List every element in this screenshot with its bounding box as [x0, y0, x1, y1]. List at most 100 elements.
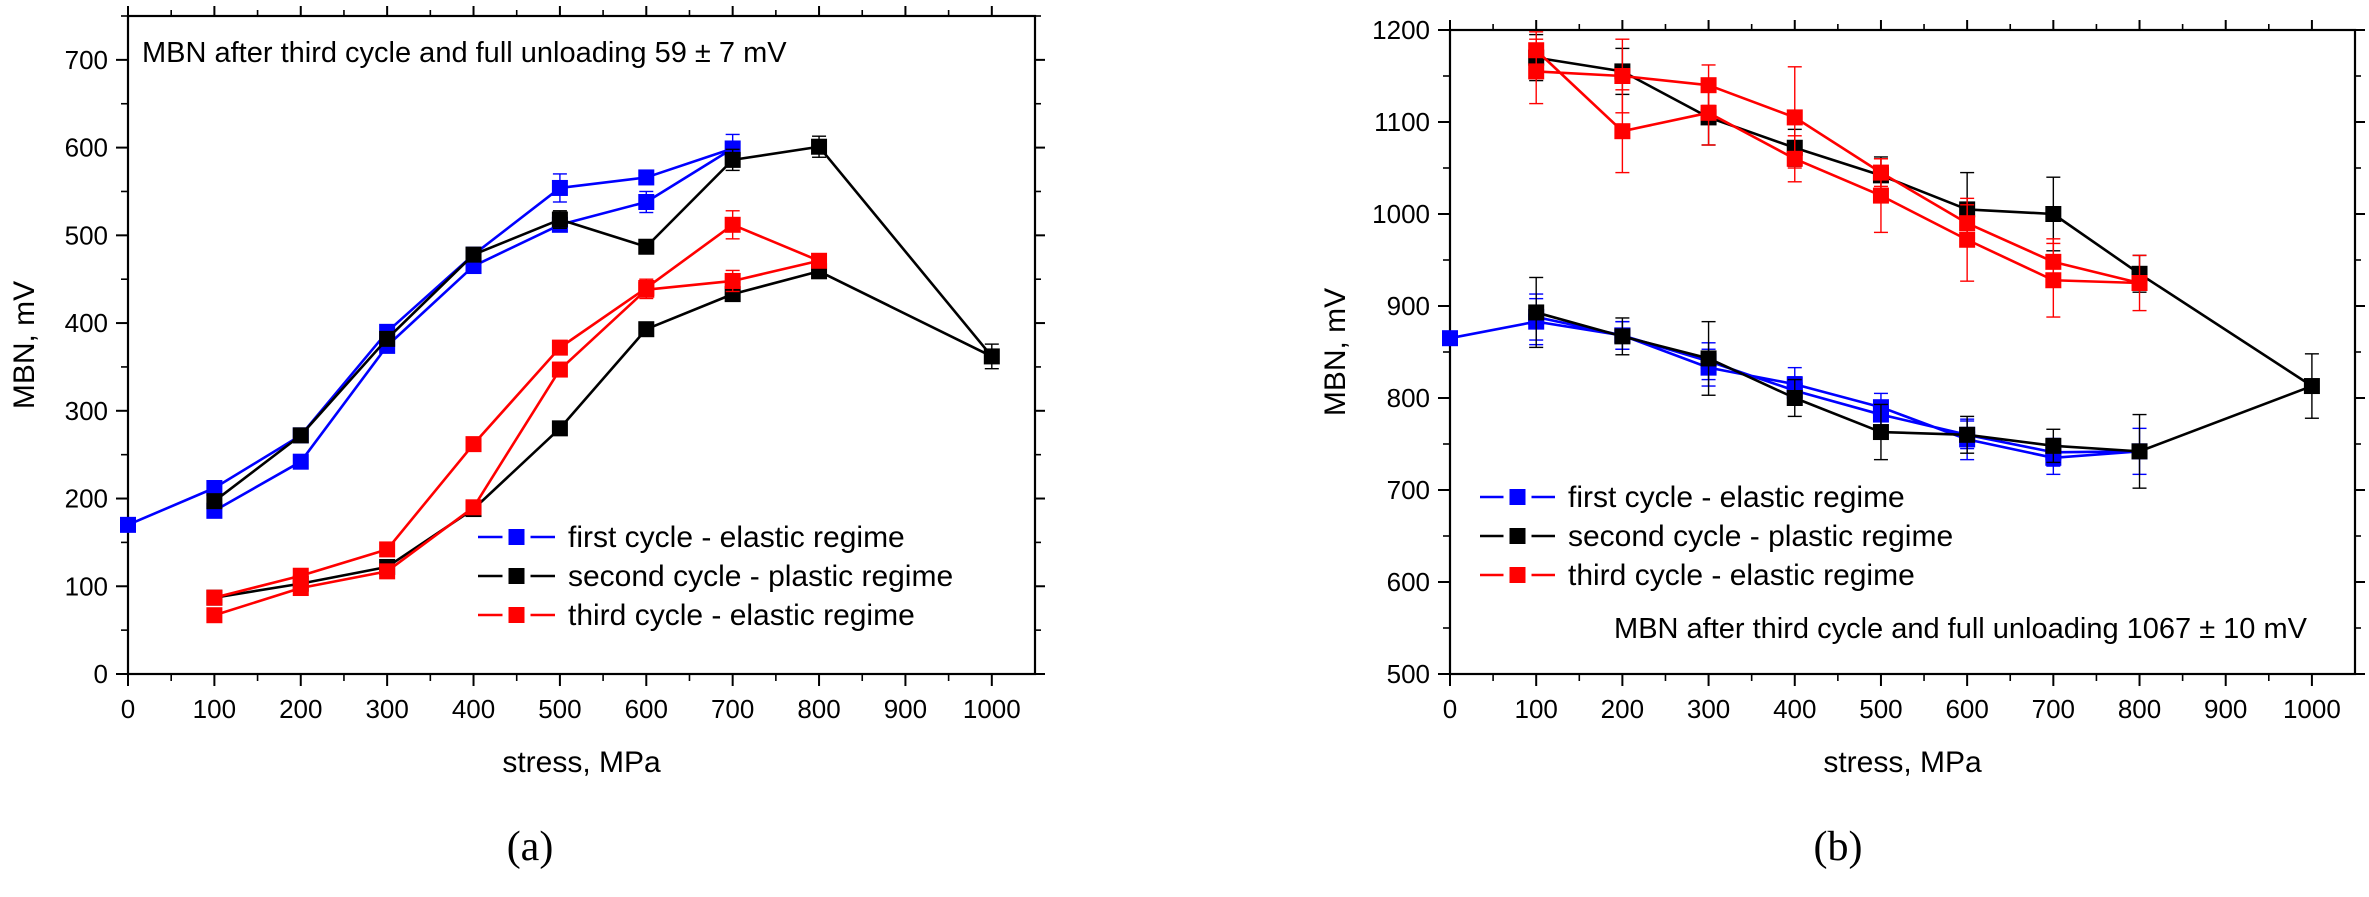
y-tick-label: 800	[1387, 383, 1430, 413]
legend-label: second cycle - plastic regime	[1568, 520, 1953, 553]
data-point	[1614, 328, 1631, 345]
data-point	[206, 589, 223, 606]
data-point	[1959, 231, 1976, 248]
x-tick-label: 600	[625, 694, 668, 724]
y-tick-label: 700	[1387, 475, 1430, 505]
x-tick-label: 500	[1859, 694, 1902, 724]
data-point	[638, 238, 655, 255]
annotation-text: MBN after third cycle and full unloading…	[142, 37, 787, 69]
data-point	[1786, 150, 1803, 167]
data-point	[551, 339, 568, 356]
data-point	[379, 541, 396, 558]
data-point	[1786, 390, 1803, 406]
legend-marker	[508, 529, 525, 545]
data-point	[206, 607, 223, 624]
data-point	[379, 563, 396, 580]
data-point	[638, 193, 655, 210]
x-tick-label: 700	[711, 694, 754, 724]
data-point	[379, 330, 396, 347]
y-tick-label: 200	[65, 484, 108, 514]
legend-marker	[1509, 489, 1526, 505]
x-tick-label: 1000	[2283, 694, 2341, 724]
x-tick-label: 700	[2032, 694, 2075, 724]
series-3	[1528, 31, 2148, 318]
data-point	[2303, 378, 2320, 395]
y-axis-label: MBN, mV	[8, 281, 41, 409]
data-point	[465, 499, 482, 516]
data-point	[1528, 42, 1545, 59]
x-tick-label: 300	[365, 694, 408, 724]
y-tick-label: 500	[1387, 659, 1430, 689]
data-point	[1614, 68, 1631, 84]
x-axis-label: stress, MPa	[1823, 746, 1982, 779]
x-tick-label: 800	[2118, 694, 2161, 724]
y-tick-label: 600	[1387, 567, 1430, 597]
data-point	[2045, 437, 2062, 454]
annotation-text: MBN after third cycle and full unloading…	[1614, 613, 2308, 645]
legend-label: third cycle - elastic regime	[1568, 559, 1915, 592]
y-tick-label: 0	[94, 659, 108, 689]
x-tick-label: 900	[2204, 694, 2247, 724]
y-tick-label: 1000	[1372, 199, 1430, 229]
data-point	[638, 169, 655, 186]
y-tick-label: 900	[1387, 291, 1430, 321]
x-tick-label: 0	[121, 694, 135, 724]
x-tick-label: 0	[1443, 694, 1457, 724]
x-tick-label: 600	[1945, 694, 1988, 724]
data-point	[638, 281, 655, 298]
data-point	[292, 567, 309, 584]
x-tick-label: 500	[538, 694, 581, 724]
data-point	[551, 179, 568, 196]
legend-marker	[1509, 528, 1526, 544]
y-tick-label: 1100	[1374, 107, 1430, 137]
data-point	[1872, 424, 1889, 441]
y-tick-label: 1200	[1372, 15, 1430, 45]
legend: first cycle - elastic regime second cycle…	[478, 521, 953, 632]
y-tick-label: 100	[65, 571, 108, 601]
data-point	[2045, 206, 2062, 222]
data-point	[724, 216, 741, 233]
data-point	[1786, 109, 1803, 126]
legend-label: second cycle - plastic regime	[568, 560, 953, 593]
panel-label: (b)	[1814, 824, 1863, 870]
x-tick-label: 100	[193, 694, 236, 724]
data-point	[724, 286, 741, 303]
x-axis-label: stress, MPa	[502, 746, 661, 779]
data-point	[465, 436, 482, 453]
data-point	[638, 321, 655, 338]
series-2	[1528, 33, 2320, 489]
data-point	[551, 361, 568, 378]
x-tick-label: 200	[279, 694, 322, 724]
series-line	[1535, 49, 2141, 285]
data-point	[206, 493, 223, 510]
data-point	[551, 211, 568, 228]
data-point	[811, 138, 828, 155]
y-tick-label: 300	[65, 396, 108, 426]
data-point	[1700, 104, 1717, 121]
data-point	[2131, 443, 2148, 460]
x-tick-label: 300	[1687, 694, 1730, 724]
x-tick-label: 400	[1773, 694, 1816, 724]
data-point	[1442, 330, 1458, 347]
data-point	[465, 246, 482, 263]
legend-marker	[1509, 567, 1526, 583]
legend-label: first cycle - elastic regime	[1568, 481, 1905, 514]
y-tick-label: 500	[65, 220, 108, 250]
legend-marker	[508, 607, 525, 623]
y-axis-label: MBN, mV	[1319, 288, 1352, 416]
data-point	[1959, 426, 1976, 443]
data-point	[120, 516, 136, 533]
y-tick-label: 600	[65, 133, 108, 163]
legend-label: third cycle - elastic regime	[568, 599, 915, 632]
x-tick-label: 100	[1514, 694, 1557, 724]
data-point	[1614, 123, 1631, 140]
series-line	[1449, 315, 2141, 460]
data-point	[206, 480, 223, 497]
series-3	[206, 210, 828, 624]
panel-label: (a)	[507, 824, 554, 870]
x-tick-label: 400	[452, 694, 495, 724]
data-point	[1700, 350, 1717, 367]
chart-a: 0 100 200 300 400 500 600 700 800 900 1000 0 100 200 3…	[8, 6, 1045, 870]
y-tick-label: 400	[65, 308, 108, 338]
data-point	[811, 252, 828, 269]
